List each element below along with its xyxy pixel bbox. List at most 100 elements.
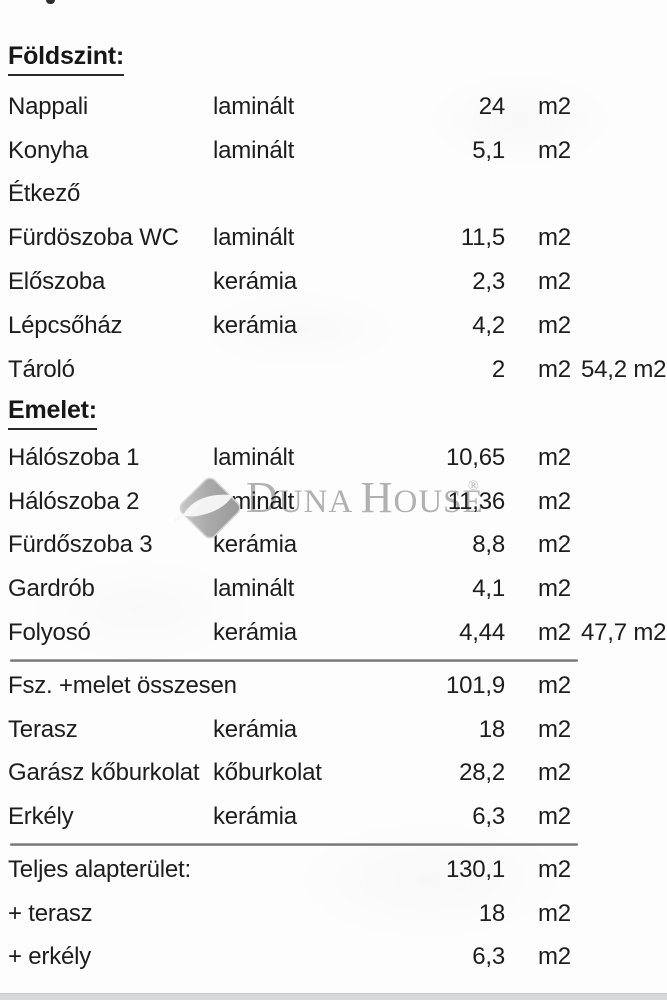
- room-name-cell: Fürdőszoba 3: [8, 531, 153, 559]
- room-name-cell: Gardrób: [8, 575, 95, 603]
- area-value-cell: 8,8: [472, 531, 505, 559]
- section-heading-wrap: Földszint:: [8, 42, 124, 76]
- table-row: Garász kőburkolat kőburkolat 28,2 m2: [0, 752, 667, 796]
- unit-cell: m2: [538, 92, 571, 120]
- room-name-cell: Hálószoba 2: [8, 487, 140, 515]
- area-value-cell: 130,1: [445, 855, 505, 883]
- room-name-cell: Konyha: [8, 136, 89, 164]
- unit-cell: m2: [538, 671, 571, 699]
- area-value-cell: 5,1: [472, 136, 505, 164]
- section-heading: Földszint:: [8, 42, 124, 76]
- table-row: Tároló 2 m2 54,2 m2: [0, 348, 667, 392]
- unit-cell: m2: [538, 268, 571, 296]
- scan-artifact-dot: [46, 0, 55, 4]
- table-row: Fürdőszoba 3 kerámia 8,8 m2: [0, 524, 667, 568]
- room-name-cell: Lépcsőház: [8, 311, 123, 339]
- room-name-cell: Tároló: [8, 355, 75, 383]
- room-name-cell: Hálószoba 1: [8, 443, 140, 471]
- area-value-cell: 101,9: [445, 671, 505, 699]
- unit-cell: m2: [538, 899, 571, 927]
- unit-cell: m2: [538, 224, 571, 252]
- room-name-cell: Teljes alapterület:: [8, 855, 191, 883]
- running-total-cell: 54,2 m2: [581, 355, 667, 383]
- table-row: Folyosó kerámia 4,44 m2 47,7 m2: [0, 611, 667, 655]
- table-row: Hálószoba 1 laminált 10,65 m2: [0, 436, 667, 480]
- svg-text:DUNA HOUSE: DUNA HOUSE: [246, 473, 484, 522]
- area-value-cell: 6,3: [472, 943, 505, 971]
- table-row: Étkező: [0, 173, 667, 217]
- unit-cell: m2: [538, 759, 571, 787]
- section-rows: Nappali laminált 24 m2 Konyha laminált 5,1 m2 Ét…: [0, 85, 667, 392]
- room-name-cell: Terasz: [8, 715, 78, 743]
- table-row: Előszoba kerámia 2,3 m2: [0, 260, 667, 304]
- unit-cell: m2: [538, 311, 571, 339]
- unit-cell: m2: [538, 715, 571, 743]
- area-value-cell: 10,65: [445, 443, 505, 471]
- material-cell: laminált: [213, 575, 295, 603]
- unit-cell: m2: [538, 531, 571, 559]
- table-row: Fsz. +melet összesen 101,9 m2: [0, 664, 667, 708]
- unit-cell: m2: [538, 487, 571, 515]
- watermark-letters: UNA: [279, 484, 353, 520]
- material-cell: kerámia: [213, 268, 297, 296]
- material-cell: kerámia: [213, 715, 297, 743]
- room-name-cell: Nappali: [8, 92, 88, 120]
- section-heading-wrap: Emelet:: [8, 396, 97, 430]
- unit-cell: m2: [538, 855, 571, 883]
- material-cell: kerámia: [213, 803, 297, 831]
- section-rows: Teljes alapterület: 130,1 m2 + terasz 18 m2 + …: [0, 848, 667, 979]
- unit-cell: m2: [538, 355, 571, 383]
- section-heading: Emelet:: [8, 396, 97, 430]
- table-row: Konyha laminált 5,1 m2: [0, 129, 667, 173]
- room-name-cell: Erkély: [8, 803, 74, 831]
- room-name-cell: Folyosó: [8, 619, 91, 647]
- room-name-cell: Garász kőburkolat: [8, 759, 200, 787]
- material-cell: kőburkolat: [213, 759, 322, 787]
- table-row: Terasz kerámia 18 m2: [0, 708, 667, 752]
- area-value-cell: 11,5: [460, 224, 505, 252]
- running-total-cell: 47,7 m2: [581, 619, 667, 647]
- table-row: Fürdöszoba WC laminált 11,5 m2: [0, 216, 667, 260]
- section-divider: [10, 659, 578, 662]
- table-row: + erkély 6,3 m2: [0, 936, 667, 980]
- unit-cell: m2: [538, 943, 571, 971]
- room-name-cell: + terasz: [8, 899, 93, 927]
- unit-cell: m2: [538, 136, 571, 164]
- table-row: Gardrób laminált 4,1 m2: [0, 567, 667, 611]
- material-cell: laminált: [213, 443, 295, 471]
- section-rows: Fsz. +melet összesen 101,9 m2 Terasz kerámia…: [0, 664, 667, 839]
- table-row: + terasz 18 m2: [0, 892, 667, 936]
- room-name-cell: Fsz. +melet összesen: [8, 671, 237, 699]
- table-row: Erkély kerámia 6,3 m2: [0, 795, 667, 839]
- duna-house-watermark-text: DUNA HOUSE ®: [246, 473, 484, 522]
- area-value-cell: 4,44: [459, 619, 505, 647]
- unit-cell: m2: [538, 443, 571, 471]
- area-value-cell: 28,2: [459, 759, 505, 787]
- unit-cell: m2: [538, 575, 571, 603]
- area-value-cell: 4,1: [472, 575, 505, 603]
- material-cell: laminált: [213, 136, 295, 164]
- room-name-cell: Előszoba: [8, 268, 106, 296]
- watermark-letter: D: [246, 473, 279, 522]
- area-value-cell: 4,2: [472, 311, 505, 339]
- material-cell: kerámia: [213, 311, 297, 339]
- registered-trademark-icon: ®: [468, 479, 479, 494]
- room-name-cell: Fürdöszoba WC: [8, 224, 179, 252]
- section-divider: [10, 843, 578, 846]
- material-cell: kerámia: [213, 619, 297, 647]
- table-row: Nappali laminált 24 m2: [0, 85, 667, 129]
- area-value-cell: 18: [478, 899, 505, 927]
- unit-cell: m2: [538, 803, 571, 831]
- watermark-letter: H: [361, 473, 394, 522]
- material-cell: laminált: [213, 224, 295, 252]
- unit-cell: m2: [538, 619, 571, 647]
- material-cell: laminált: [213, 92, 295, 120]
- area-value-cell: 24: [478, 92, 505, 120]
- area-value-cell: 11,36: [447, 487, 505, 515]
- area-value-cell: 6,3: [472, 803, 505, 831]
- watermark-letters: OUSE: [394, 484, 484, 520]
- area-value-cell: 18: [478, 715, 505, 743]
- room-name-cell: + erkély: [8, 943, 92, 971]
